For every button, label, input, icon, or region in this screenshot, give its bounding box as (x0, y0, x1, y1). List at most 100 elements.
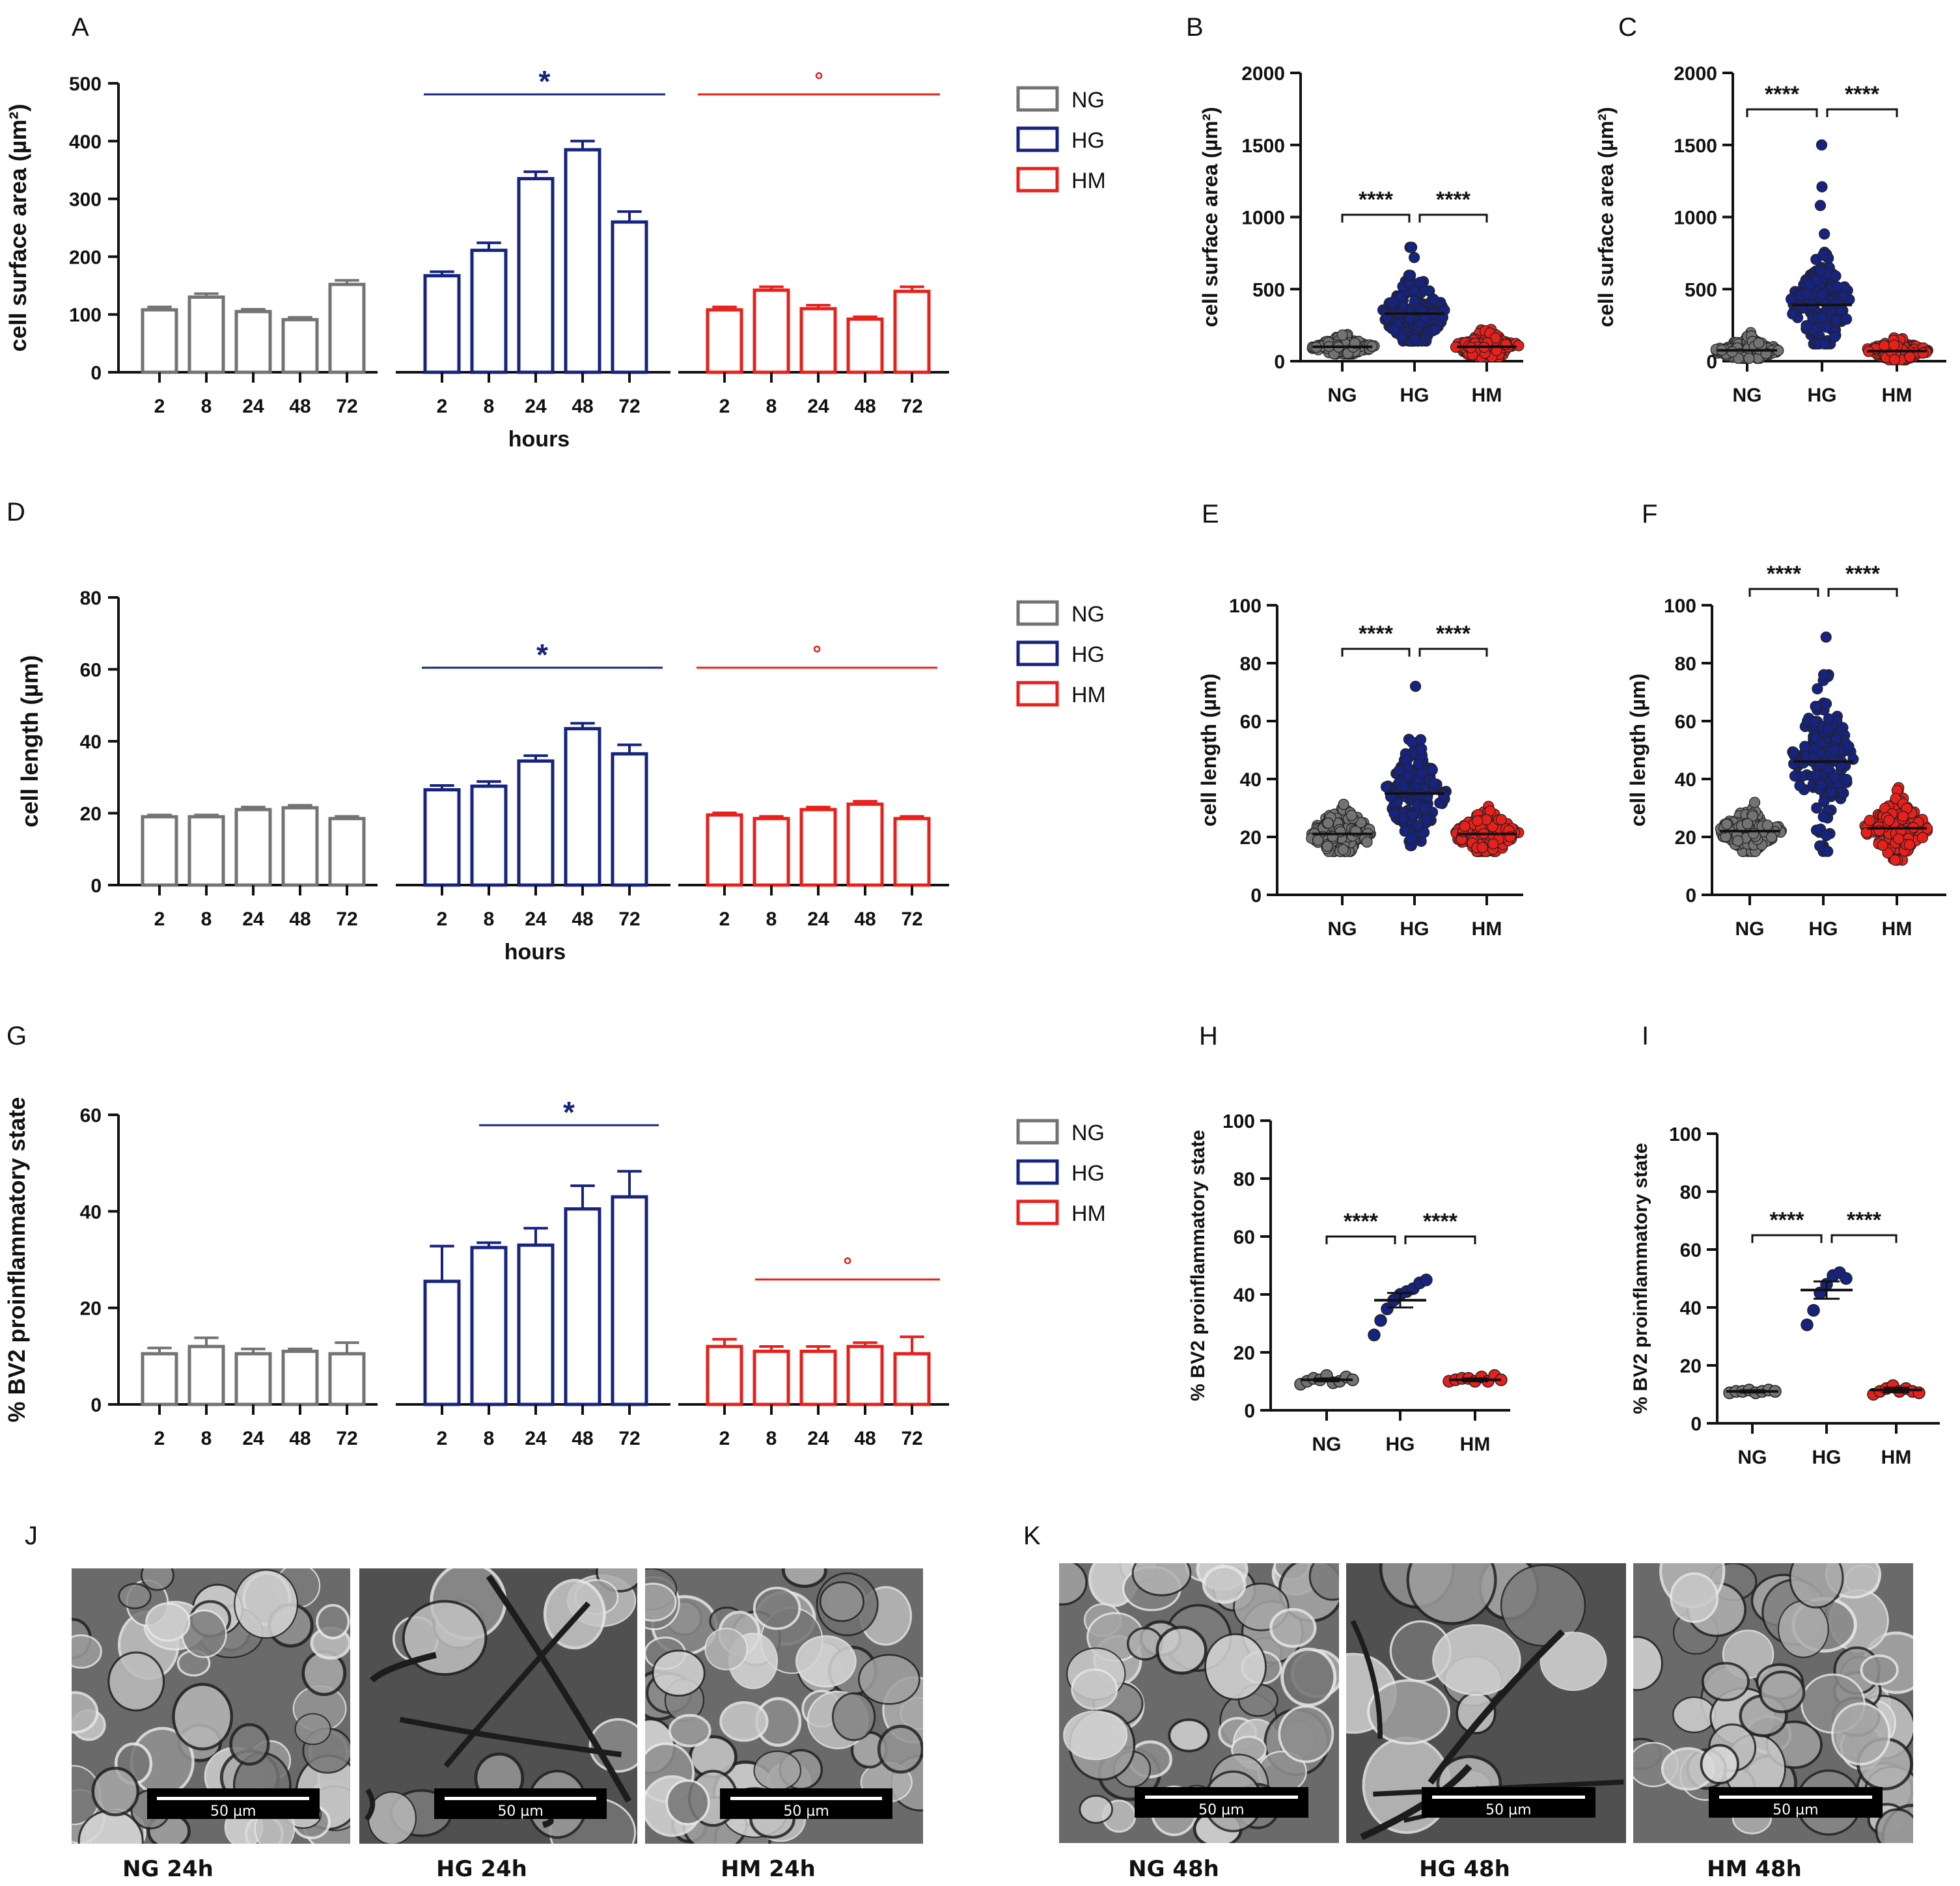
x-tick-label: 2 (154, 909, 165, 930)
data-point (1830, 314, 1843, 325)
bar (611, 220, 648, 374)
x-tick-label: HG (1386, 1434, 1415, 1455)
significance-stars: **** (1767, 562, 1802, 586)
x-tick-label: 2 (719, 909, 730, 930)
y-axis-label: cell length (µm) (1626, 674, 1649, 827)
scale-bar-label: 50 µm (1485, 1801, 1532, 1818)
x-tick-label: 72 (618, 909, 640, 930)
y-tick-label: 80 (1675, 653, 1696, 675)
data-point (1396, 331, 1407, 343)
data-point (1822, 724, 1834, 735)
x-tick-label: 72 (901, 909, 922, 930)
significance-stars: **** (1770, 1208, 1805, 1233)
y-tick-label: 40 (1675, 769, 1696, 791)
data-point (1818, 796, 1830, 808)
x-tick-label: 8 (766, 909, 777, 930)
data-point (1406, 241, 1418, 253)
bar (423, 1279, 461, 1406)
y-tick-label: 1000 (1674, 208, 1717, 229)
scale-bar: 50 µm (720, 1788, 893, 1820)
data-point (1879, 340, 1890, 351)
panel-label-E: E (1202, 500, 1219, 528)
bar (234, 1352, 272, 1406)
dot-plot-F: 0 20 40 60 80 100 cell length (µm) NG HG HM **** **… (1626, 562, 1946, 940)
x-tick-label: HG (1400, 385, 1429, 406)
scale-bar-line (445, 1797, 597, 1801)
data-point (1418, 802, 1431, 813)
significance-stars: **** (1845, 562, 1881, 586)
scale-bar-line (1432, 1796, 1585, 1799)
x-tick-label: 8 (484, 396, 495, 417)
x-tick-label: 2 (154, 396, 165, 417)
data-point (1312, 834, 1324, 846)
data-point (1787, 758, 1800, 770)
data-point (1398, 781, 1409, 793)
data-point (1843, 741, 1855, 752)
data-point (1877, 840, 1888, 851)
data-point (1489, 332, 1502, 344)
data-point (1816, 311, 1828, 323)
bar (328, 282, 366, 374)
significance-mark: ° (812, 642, 821, 666)
x-tick-label: 2 (437, 396, 448, 417)
data-point (1815, 758, 1827, 770)
data-point (1889, 854, 1901, 866)
bar (517, 177, 555, 374)
legend-swatch (1016, 640, 1059, 666)
bar (846, 802, 884, 887)
bar (187, 295, 225, 374)
significance-mark: * (563, 1095, 575, 1129)
y-tick-label: 80 (1680, 1182, 1702, 1203)
bar (799, 1349, 837, 1406)
x-tick-label: 8 (766, 396, 777, 417)
data-point (1405, 832, 1417, 845)
y-tick-label: 80 (1234, 1169, 1255, 1190)
x-tick-label: 24 (525, 396, 547, 417)
x-tick-label: 48 (289, 396, 311, 417)
bar-chart-G: 0 20 40 60 % BV2 proinflammatory state 2 8 24 48… (3, 1095, 1106, 1449)
x-tick-label: 2 (437, 909, 448, 930)
significance-bracket (1830, 1234, 1898, 1243)
legend-swatch (1016, 1159, 1059, 1185)
data-point (1426, 764, 1438, 776)
bar (893, 1352, 931, 1406)
x-tick-label: HG (1400, 918, 1429, 940)
y-tick-label: 0 (1244, 1401, 1255, 1422)
y-axis-label: cell surface area (µm²) (1594, 107, 1618, 327)
data-point (1840, 1272, 1853, 1285)
data-point (1321, 840, 1333, 852)
x-axis-label: hours (508, 427, 570, 452)
data-point (1785, 294, 1797, 305)
bar (423, 788, 461, 887)
data-point (1438, 789, 1450, 801)
micrograph-caption: NG 48h (1128, 1856, 1219, 1882)
data-point (1387, 297, 1399, 308)
data-point (1819, 228, 1830, 240)
y-tick-label: 40 (80, 731, 102, 753)
data-point (1338, 799, 1349, 810)
data-point (1753, 337, 1765, 349)
y-tick-label: 20 (80, 1298, 102, 1320)
data-point (1893, 833, 1905, 845)
data-point (1746, 810, 1759, 822)
data-point (1405, 269, 1416, 281)
bar (234, 310, 272, 374)
bar (752, 817, 790, 887)
y-tick-label: 400 (69, 131, 102, 153)
y-tick-label: 40 (80, 1201, 102, 1223)
x-tick-label: 8 (484, 909, 495, 930)
data-point (1864, 815, 1875, 827)
x-tick-label: 2 (719, 396, 730, 417)
x-axis-label: hours (504, 940, 566, 964)
data-point (1487, 838, 1499, 850)
y-tick-label: 20 (1680, 1356, 1702, 1377)
data-point (1412, 819, 1424, 832)
y-tick-label: 100 (1222, 1111, 1255, 1132)
data-point (1402, 770, 1414, 782)
legend-label: HM (1071, 683, 1106, 707)
y-tick-label: 1500 (1674, 135, 1717, 157)
y-tick-label: 500 (1685, 279, 1717, 301)
data-point (1748, 797, 1761, 808)
x-tick-label: 24 (242, 1428, 264, 1449)
